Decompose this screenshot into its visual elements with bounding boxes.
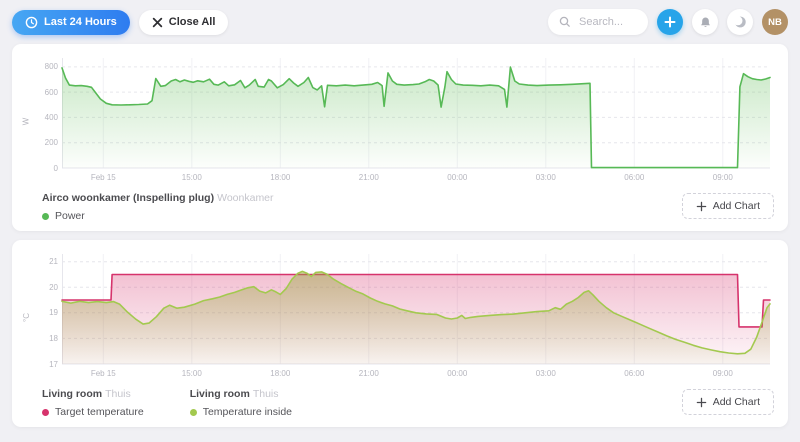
x-tick-label: 18:00 (270, 173, 291, 182)
power-series-label: Power (55, 210, 85, 222)
search-input[interactable] (577, 15, 643, 29)
add-chart-label: Add Chart (712, 396, 760, 408)
x-tick-label: 09:00 (712, 173, 733, 182)
legend-item-temperature-inside[interactable]: Temperature inside (189, 406, 293, 418)
x-tick-label: 00:00 (447, 173, 468, 182)
chart-canvas (61, 254, 771, 365)
notifications-button[interactable] (692, 9, 718, 35)
close-icon (152, 17, 163, 28)
target-temperature-series-label: Target temperature (55, 406, 144, 418)
x-tick-label: 06:00 (624, 369, 645, 378)
close-all-label: Close All (168, 16, 216, 28)
temperature-inside-series-dot (189, 408, 197, 416)
y-tick-label: 20 (49, 282, 58, 292)
search-icon (559, 16, 571, 28)
y-tick-label: 800 (44, 62, 58, 72)
y-tick-label: 21 (49, 257, 58, 267)
topbar: Last 24 Hours Close All NB (0, 0, 800, 44)
power-series-dot (42, 212, 49, 220)
y-tick-label: 200 (44, 138, 58, 148)
x-tick-label: 15:00 (181, 173, 202, 182)
avatar[interactable]: NB (762, 9, 788, 35)
entity-zone: Thuis (252, 388, 279, 400)
time-range-button[interactable]: Last 24 Hours (12, 9, 130, 35)
entity-zone: Woonkamer (217, 192, 274, 204)
search-box[interactable] (548, 9, 648, 35)
y-tick-label: 400 (44, 112, 58, 122)
chart-card-power: W 0 200 400 600 800 Feb 15 15:00 18:00 21:00 00:0… (12, 44, 788, 231)
plus-icon (696, 201, 707, 212)
x-tick-label: 09:00 (712, 369, 733, 378)
entity-title: Living room (42, 388, 103, 400)
x-tick-label: Feb 15 (90, 369, 116, 378)
entity-title-row: Airco woonkamer (Inspelling plug) Woonkam… (42, 188, 274, 206)
entity-title-row: Living room Thuis (42, 384, 144, 402)
x-tick-label: 21:00 (358, 173, 379, 182)
add-chart-label: Add Chart (712, 200, 760, 212)
y-tick-label: 17 (49, 359, 58, 369)
temperature-inside-series-label: Temperature inside (202, 406, 293, 418)
close-all-button[interactable]: Close All (138, 9, 229, 35)
x-tick-label: 00:00 (447, 369, 468, 378)
target-temperature-series-dot (42, 408, 49, 416)
chart-card-temperature: °C 17 18 19 20 21 Feb 15 15:00 18:00 21:00 00:00 0… (12, 240, 788, 427)
y-tick-label: 18 (49, 333, 58, 343)
y-axis-unit-power: W (21, 117, 31, 125)
plus-icon (696, 397, 707, 408)
add-button[interactable] (657, 9, 683, 35)
legend-group: Living room Thuis Temperature inside (189, 384, 293, 418)
legend-group: Airco woonkamer (Inspelling plug) Woonkam… (42, 188, 274, 222)
entity-title: Living room (189, 388, 250, 400)
x-tick-label: 21:00 (358, 369, 379, 378)
x-tick-label: 03:00 (535, 173, 556, 182)
chart-area-power: W 0 200 400 600 800 Feb 15 15:00 18:00 21:00 00:0… (20, 55, 780, 187)
time-range-label: Last 24 Hours (44, 16, 117, 28)
entity-title-row: Living room Thuis (190, 384, 292, 402)
chart-area-temperature: °C 17 18 19 20 21 Feb 15 15:00 18:00 21:00 00:00 0… (20, 251, 780, 383)
add-chart-button-1[interactable]: Add Chart (681, 193, 774, 219)
legend-item-power[interactable]: Power (42, 210, 274, 222)
x-tick-label: 15:00 (181, 369, 202, 378)
y-tick-label: 600 (44, 87, 58, 97)
x-tick-label: 03:00 (535, 369, 556, 378)
entity-zone: Thuis (105, 388, 131, 400)
x-tick-label: 06:00 (624, 173, 645, 182)
y-axis-unit-temperature: °C (21, 312, 31, 322)
power-chart-plot[interactable]: 0 200 400 600 800 Feb 15 15:00 18:00 21:00 00:00 0… (45, 58, 771, 182)
moon-icon (733, 15, 747, 29)
entity-title: Airco woonkamer (Inspelling plug) (42, 192, 215, 204)
plus-icon (664, 16, 676, 28)
dark-mode-button[interactable] (727, 9, 753, 35)
legend-power: Airco woonkamer (Inspelling plug) Woonkam… (20, 188, 780, 222)
legend-item-target-temperature[interactable]: Target temperature (42, 406, 144, 418)
y-tick-label: 0 (53, 163, 58, 173)
x-tick-label: 18:00 (270, 369, 291, 378)
legend-temperature: Living room Thuis Target temperature Livi… (20, 384, 780, 418)
add-chart-button-2[interactable]: Add Chart (681, 389, 774, 415)
y-tick-label: 19 (49, 308, 58, 318)
bell-icon (699, 16, 712, 29)
legend-group: Living room Thuis Target temperature (42, 384, 144, 418)
temperature-chart-plot[interactable]: 17 18 19 20 21 Feb 15 15:00 18:00 21:00 00:00 03:0… (49, 254, 771, 378)
chart-canvas (61, 58, 771, 169)
x-tick-label: Feb 15 (90, 173, 116, 182)
clock-icon (25, 16, 38, 29)
